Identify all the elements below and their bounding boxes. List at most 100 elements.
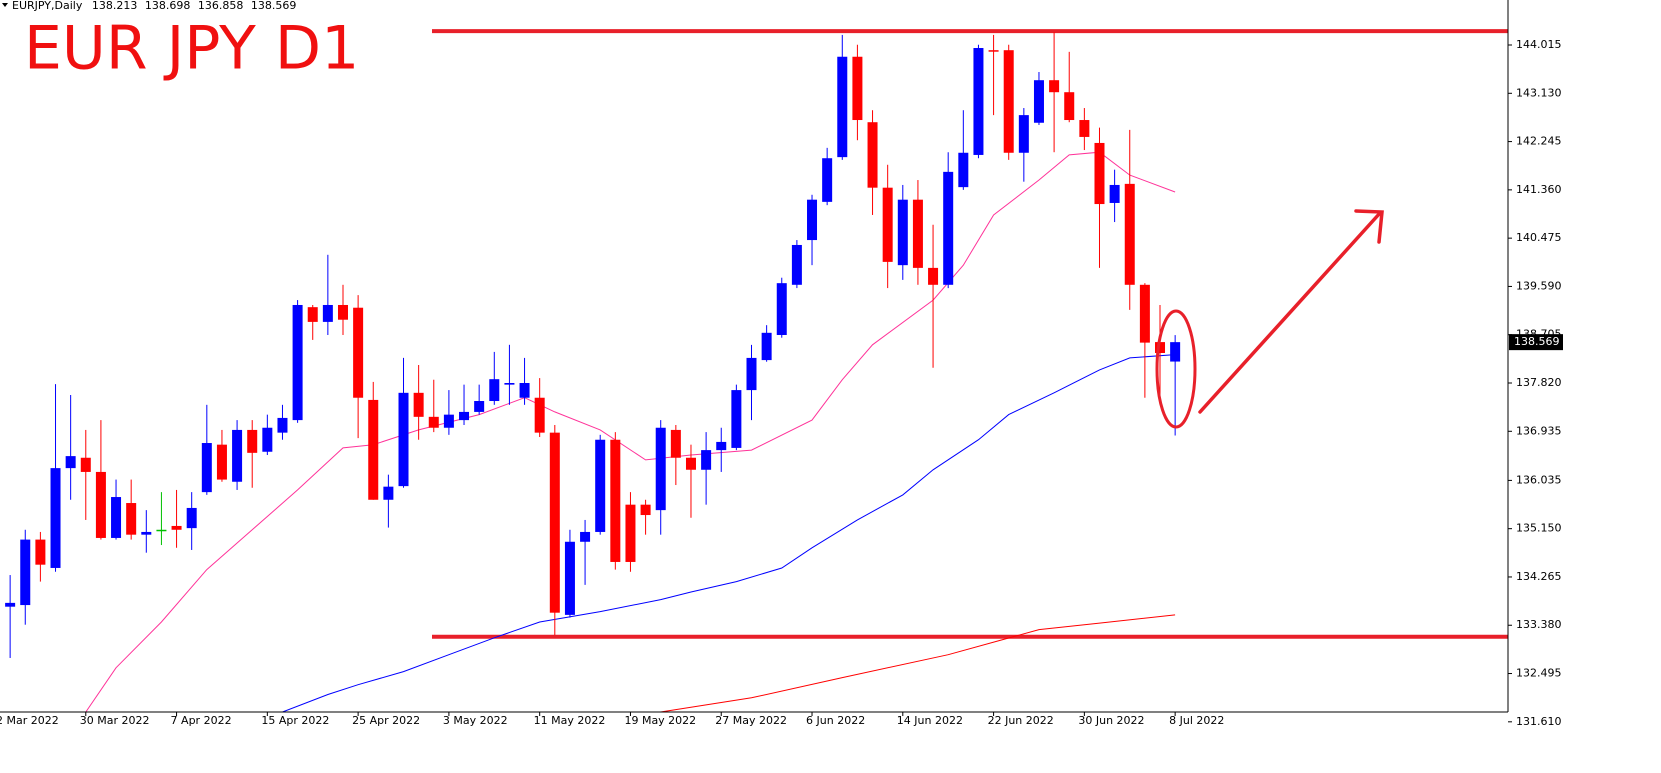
header-open: 138.213: [92, 0, 138, 12]
candle-body: [867, 122, 878, 188]
candle-body: [625, 504, 636, 562]
candle-body: [247, 429, 258, 453]
candle-body: [595, 439, 606, 532]
candle-body: [1139, 284, 1150, 343]
x-tick-label: 3 May 2022: [443, 714, 508, 727]
candle-body: [277, 417, 288, 433]
x-tick-label: 22 Mar 2022: [0, 714, 59, 727]
header-low: 136.858: [198, 0, 244, 12]
candle-body: [489, 379, 500, 402]
candle-body: [580, 531, 591, 542]
header-high: 138.698: [145, 0, 191, 12]
candle-body: [80, 457, 91, 472]
candle-body: [20, 539, 31, 606]
candle-body: [50, 468, 61, 568]
candle-body: [1018, 115, 1029, 153]
candle-body: [716, 441, 727, 451]
moving-average: [85, 151, 1176, 712]
candle-body: [1033, 80, 1044, 123]
candle-body: [232, 429, 243, 482]
candle-body: [171, 525, 182, 530]
candle-body: [337, 304, 348, 320]
y-tick-label: 133.380: [1516, 618, 1562, 631]
moving-average: [282, 354, 1176, 712]
x-tick-label: 7 Apr 2022: [171, 714, 232, 727]
current-price-box: [1509, 334, 1563, 351]
y-tick-label: 144.900: [1516, 0, 1562, 3]
candle-body: [822, 158, 833, 202]
candle-body: [791, 244, 802, 285]
x-tick-label: 25 Apr 2022: [352, 714, 420, 727]
candle-body: [201, 443, 212, 493]
candle-body: [95, 471, 106, 538]
candle-body: [640, 504, 651, 516]
candle-body: [1064, 92, 1075, 121]
candle-body: [852, 56, 863, 121]
candle-body: [1170, 342, 1181, 362]
candle-body: [443, 414, 454, 428]
candle-body: [216, 444, 227, 480]
x-tick-label: 22 Jun 2022: [988, 714, 1054, 727]
candle-body: [807, 199, 818, 241]
x-tick-label: 30 Mar 2022: [80, 714, 150, 727]
x-tick-label: 11 May 2022: [534, 714, 606, 727]
y-tick-label: 143.130: [1516, 86, 1562, 99]
candle-body: [655, 427, 666, 511]
candle-body: [1155, 342, 1166, 353]
candle-body: [141, 531, 152, 535]
y-tick-label: 131.610: [1516, 715, 1562, 728]
candle-body: [912, 199, 923, 268]
candle-body: [1124, 183, 1135, 285]
candle-body: [156, 529, 167, 532]
y-tick-label: 142.245: [1516, 135, 1562, 148]
x-tick-label: 27 May 2022: [715, 714, 787, 727]
candle-body: [353, 307, 364, 398]
y-tick-label: 134.265: [1516, 570, 1562, 583]
y-tick-label: 136.935: [1516, 424, 1562, 437]
candle-body: [398, 392, 409, 487]
candle-body: [186, 507, 197, 529]
current-price-label: 138.569: [1514, 335, 1560, 348]
candle-body: [111, 497, 122, 538]
candle-body: [761, 332, 772, 361]
candle-body: [882, 187, 893, 262]
candle-body: [549, 432, 560, 613]
candle-body: [35, 539, 46, 565]
trend-arrow: [1198, 209, 1384, 414]
candle-body: [731, 390, 742, 448]
candle-body: [1109, 184, 1120, 203]
candle-body: [428, 416, 439, 428]
candle-body: [459, 411, 470, 421]
candle-body: [958, 152, 969, 188]
candle-body: [943, 171, 954, 285]
y-tick-label: 139.590: [1516, 279, 1562, 292]
candle-body: [383, 486, 394, 500]
candle-body: [292, 304, 303, 421]
candle-body: [5, 602, 16, 607]
candle-body: [368, 399, 379, 500]
highlight-ellipse: [1155, 309, 1197, 429]
y-tick-label: 136.035: [1516, 473, 1562, 486]
candle-body: [65, 456, 76, 469]
candle-body: [1079, 120, 1090, 137]
y-tick-label: 135.150: [1516, 522, 1562, 535]
candle-body: [928, 267, 939, 285]
header-close: 138.569: [251, 0, 297, 12]
candle-body: [322, 304, 333, 322]
candle-body: [504, 383, 515, 385]
candle-body: [413, 392, 424, 417]
y-tick-label: 141.360: [1516, 183, 1562, 196]
plot-area: [5, 29, 1508, 712]
candle-body: [307, 307, 318, 322]
candle-body: [685, 457, 696, 470]
symbol: EURJPY,Daily: [12, 0, 83, 12]
candle-body: [610, 439, 621, 562]
x-tick-label: 19 May 2022: [624, 714, 696, 727]
candle-body: [262, 427, 273, 452]
y-tick-label: 137.820: [1516, 376, 1562, 389]
y-tick-label: 140.475: [1516, 231, 1562, 244]
candle-body: [973, 48, 984, 155]
candle-body: [519, 383, 530, 398]
